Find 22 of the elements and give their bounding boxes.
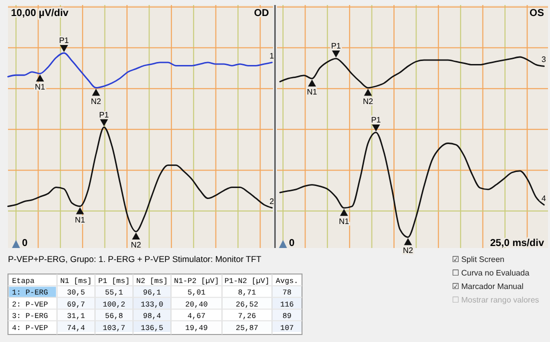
text: 0 (22, 238, 28, 249)
series-label: 3 (542, 55, 547, 64)
annotation: N2 (402, 246, 414, 256)
chart-title: OS (530, 8, 544, 19)
annotation: N2 (90, 96, 102, 106)
text: ☐ Curva no Evaluada (452, 268, 530, 278)
text: ☑ Split Screen (452, 255, 504, 264)
series-label: 2 (270, 196, 275, 206)
annotation: N2 (130, 240, 142, 250)
annotation: P1 (371, 115, 382, 124)
text: 0 (289, 238, 295, 249)
text: ☑ Marcador Manual (452, 282, 524, 291)
series-label: 1 (270, 51, 275, 60)
annotation: N2 (362, 96, 374, 106)
text: ☐ Mostrar rango valores (452, 296, 540, 304)
annotation: N1 (338, 216, 350, 226)
annotation: N1 (306, 88, 318, 97)
text: 10,00 µV/div (11, 8, 69, 19)
chart-title: P-VEP+P-ERG, Grupo: 1. P-ERG + P-VEP Stimulator: Monitor TFT (8, 254, 262, 264)
series-label: 4 (542, 194, 547, 203)
annotation: P1 (59, 36, 70, 45)
annotation: P1 (99, 110, 110, 120)
